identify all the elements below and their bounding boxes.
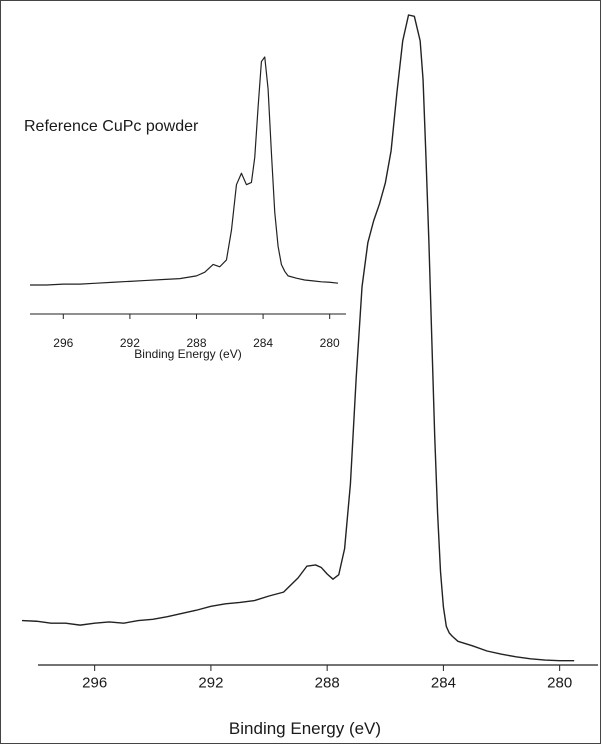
main-x-tick-label-288: 288	[315, 674, 340, 691]
inset-plot: 296 292 288 284 280 Reference CuPc powder Bi…	[24, 56, 346, 361]
main-x-tick-label-296: 296	[82, 674, 107, 691]
inset-x-tick-label-288: 288	[186, 336, 206, 350]
inset-x-axis-label: Binding Energy (eV)	[134, 347, 241, 361]
main-x-tick-label-280: 280	[547, 674, 572, 691]
inset-x-tick-label-292: 292	[120, 336, 140, 350]
inset-spectrum-line	[30, 56, 339, 286]
main-x-tick-label-284: 284	[431, 674, 456, 691]
main-x-ticks: 296 292 288 284 280	[82, 665, 572, 691]
inset-x-tick-label-296: 296	[53, 336, 73, 350]
inset-title: Reference CuPc powder	[24, 118, 199, 135]
inset-x-tick-label-280: 280	[320, 336, 340, 350]
inset-x-tick-label-284: 284	[253, 336, 273, 350]
main-plot: 296 292 288 284 280 Binding Energy (eV)	[21, 14, 598, 738]
main-x-axis-label: Binding Energy (eV)	[229, 719, 381, 738]
main-x-tick-label-292: 292	[198, 674, 223, 691]
inset-x-ticks: 296 292 288 284 280	[53, 314, 340, 350]
main-spectrum-line	[21, 14, 575, 662]
